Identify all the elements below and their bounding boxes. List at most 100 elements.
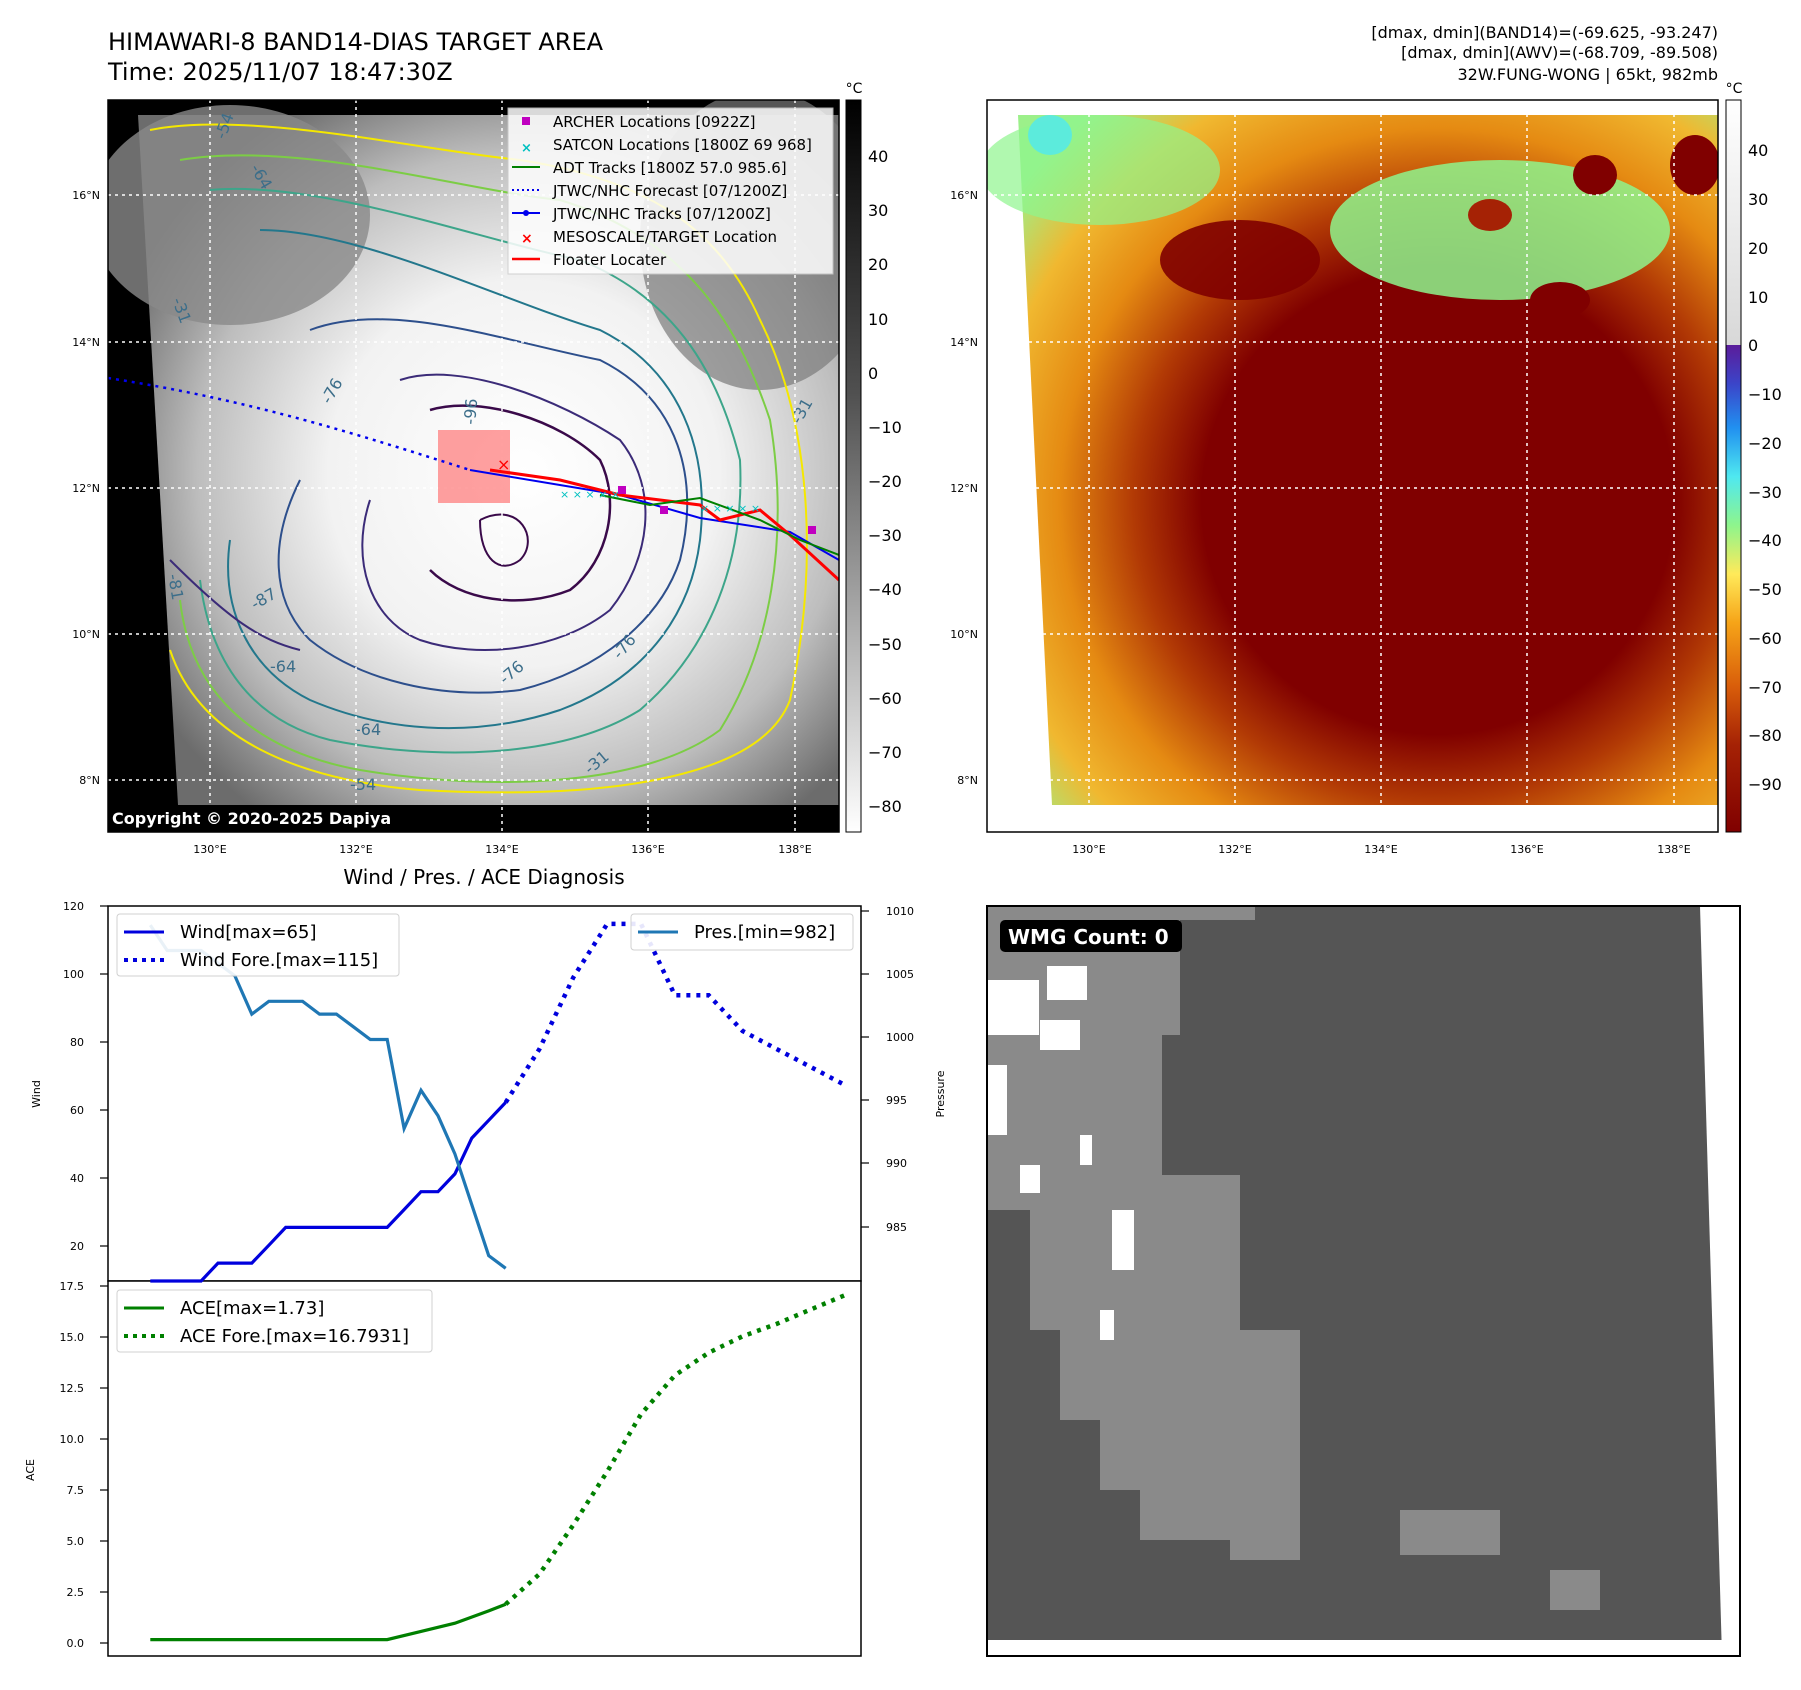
ace-ytick: 12.5 xyxy=(60,1382,85,1395)
color-colorbar-ticks: 40 30 20 10 0 −10 −20 −30 −40 −50 −60 −7… xyxy=(1748,141,1782,794)
contour-label: -64 xyxy=(355,720,381,739)
left-map-lon-labels: 130°E 132°E 134°E 136°E 138°E xyxy=(193,843,811,856)
map-legend: × × ARCHER Locations [0922Z] SATCON Loca… xyxy=(507,107,834,275)
archer-location xyxy=(808,526,816,534)
ace-ytick: 17.5 xyxy=(60,1280,85,1293)
ace-ytick-marks xyxy=(100,1285,108,1644)
legend-item: Floater Locater xyxy=(553,251,667,269)
copyright-box xyxy=(108,805,428,831)
cbar-tick: −70 xyxy=(1748,678,1782,697)
legend-target-symbol: × xyxy=(521,231,533,247)
lat-label: 12°N xyxy=(950,482,978,495)
wmg-count-badge xyxy=(1000,920,1182,952)
lat-label: 16°N xyxy=(950,189,978,202)
wind-axis-label: Wind xyxy=(30,1080,43,1108)
archer-location xyxy=(618,486,626,494)
legend-satcon-symbol: × xyxy=(521,141,532,156)
lon-label: 134°E xyxy=(1364,843,1397,856)
wind-ytick: 20 xyxy=(70,1240,84,1253)
lat-label: 12°N xyxy=(72,482,100,495)
ace-ytick: 5.0 xyxy=(67,1535,85,1548)
series-line-wind xyxy=(150,1101,507,1283)
legend-item: Pres.[min=982] xyxy=(694,922,835,943)
legend-item: ACE[max=1.73] xyxy=(180,1298,324,1319)
ace-ytick: 0.0 xyxy=(67,1637,85,1650)
contour-label: -54 xyxy=(350,775,376,794)
cbar-tick: 20 xyxy=(868,255,888,274)
floater-track xyxy=(489,468,839,582)
cbar-tick: −40 xyxy=(1748,531,1782,550)
figure-title: HIMAWARI-8 BAND14-DIAS TARGET AREA xyxy=(108,28,604,56)
target-area-box xyxy=(438,430,510,503)
ace-yticks: 17.5 15.0 12.5 10.0 7.5 5.0 2.5 0.0 xyxy=(60,1280,85,1650)
stat-awv: [dmax, dmin](AWV)=(-68.709, -89.508) xyxy=(1401,43,1718,62)
cbar-tick: 10 xyxy=(868,310,888,329)
wind-ytick: 40 xyxy=(70,1172,84,1185)
pressure-ytick: 990 xyxy=(886,1157,907,1170)
left-map-lat-labels: 16°N 14°N 12°N 10°N 8°N xyxy=(72,189,100,787)
cbar-tick: −80 xyxy=(868,797,902,816)
lon-label: 132°E xyxy=(1218,843,1251,856)
wind-legend: Wind[max=65] Wind Fore.[max=115] xyxy=(116,913,400,977)
archer-location xyxy=(660,506,668,514)
satcon-locations: × × × × × × × × × × xyxy=(560,488,760,515)
cbar-tick: 0 xyxy=(868,364,878,383)
legend-item: Wind Fore.[max=115] xyxy=(180,950,378,971)
cbar-tick: 40 xyxy=(868,147,888,166)
ace-ytick: 2.5 xyxy=(67,1586,85,1599)
legend-item: SATCON Locations [1800Z 69 968] xyxy=(553,136,812,154)
lon-label: 132°E xyxy=(339,843,372,856)
ace-ytick: 7.5 xyxy=(67,1484,85,1497)
color-colorbar: °C 40 30 20 10 0 −10 −20 −30 −40 −50 −60… xyxy=(1725,81,1782,833)
series-line-ace xyxy=(150,1602,507,1642)
pressure-yticks: 1010 1005 1000 995 990 985 xyxy=(886,905,914,1234)
target-location-marker: × xyxy=(497,455,510,474)
contour-label: -64 xyxy=(270,657,296,676)
cbar-tick: −10 xyxy=(868,418,902,437)
wind-yticks: 120 100 80 60 40 20 xyxy=(63,900,84,1253)
copyright: Copyright © 2020-2025 Dapiya xyxy=(112,809,391,828)
cbar-tick: −20 xyxy=(1748,434,1782,453)
cbar-tick: 0 xyxy=(1748,336,1758,355)
pressure-legend: Pres.[min=982] xyxy=(630,913,854,951)
jtwc-track xyxy=(469,469,839,561)
lat-label: 8°N xyxy=(79,774,100,787)
legend-item: ACE Fore.[max=16.7931] xyxy=(180,1326,409,1347)
cbar-tick: −50 xyxy=(1748,580,1782,599)
wind-ytick: 80 xyxy=(70,1036,84,1049)
cbar-tick: −50 xyxy=(868,635,902,654)
pressure-ytick: 995 xyxy=(886,1094,907,1107)
lat-label: 14°N xyxy=(950,336,978,349)
pressure-ytick: 1000 xyxy=(886,1031,914,1044)
right-map-lon-labels: 130°E 132°E 134°E 136°E 138°E xyxy=(1072,843,1690,856)
legend-item: MESOSCALE/TARGET Location xyxy=(553,228,777,246)
ace-ytick: 15.0 xyxy=(60,1331,85,1344)
legend-item: JTWC/NHC Forecast [07/1200Z] xyxy=(552,182,787,200)
pressure-ytick: 1005 xyxy=(886,968,914,981)
lat-label: 10°N xyxy=(950,628,978,641)
cbar-tick: −60 xyxy=(1748,629,1782,648)
cbar-tick: −20 xyxy=(868,472,902,491)
colorbar-unit: °C xyxy=(846,81,863,97)
lon-label: 130°E xyxy=(193,843,226,856)
ace-series xyxy=(150,1293,845,1642)
lon-label: 130°E xyxy=(1072,843,1105,856)
cbar-tick: −30 xyxy=(868,526,902,545)
wind-ytick-marks xyxy=(100,905,869,1247)
legend-archer-symbol xyxy=(522,117,530,125)
cbar-tick: 30 xyxy=(1748,190,1768,209)
lat-label: 14°N xyxy=(72,336,100,349)
lat-label: 10°N xyxy=(72,628,100,641)
svg-text:× × × × ×: × × × × × xyxy=(700,502,760,515)
cbar-tick: −40 xyxy=(868,580,902,599)
cbar-tick: 30 xyxy=(868,201,888,220)
legend-item: Wind[max=65] xyxy=(180,922,317,943)
pressure-ytick: 985 xyxy=(886,1221,907,1234)
right-map-gridlines xyxy=(987,100,1718,832)
cbar-tick: 10 xyxy=(1748,288,1768,307)
lon-label: 136°E xyxy=(631,843,664,856)
cbar-tick: −90 xyxy=(1748,775,1782,794)
wmg-panel xyxy=(987,906,1740,1656)
wind-ytick: 120 xyxy=(63,900,84,913)
lon-label: 136°E xyxy=(1510,843,1543,856)
